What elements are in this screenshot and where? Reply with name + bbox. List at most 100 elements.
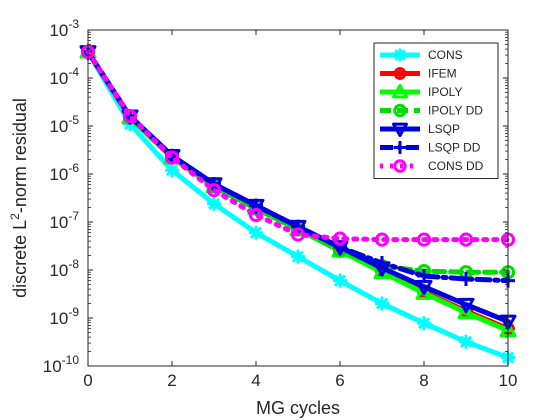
y-tick-label-base: 10 — [49, 165, 68, 184]
x-tick-label: 4 — [251, 371, 260, 390]
legend-label: IPOLY — [428, 85, 462, 99]
data-point-cons-dd — [416, 232, 432, 247]
y-tick-label-exponent: -8 — [68, 257, 79, 271]
marker-stroke — [290, 227, 306, 242]
marker-stroke — [457, 304, 475, 320]
data-point-cons-dd — [248, 207, 264, 223]
y-tick-label: 10-4 — [49, 65, 79, 88]
legend-item-cons: CONS — [380, 48, 463, 62]
marker-stroke — [206, 183, 222, 198]
marker-stroke — [291, 250, 305, 263]
y-tick-label-exponent: -3 — [68, 17, 79, 31]
marker-stroke — [393, 103, 407, 118]
data-point-cons — [375, 296, 389, 311]
y-tick-label-exponent: -7 — [68, 209, 79, 223]
marker-stroke — [207, 197, 221, 210]
legend-marker — [393, 103, 407, 118]
marker-stroke — [164, 150, 180, 165]
series-layer — [79, 43, 517, 365]
legend-label: LSQP — [428, 122, 460, 136]
x-tick-label: 10 — [499, 371, 518, 390]
data-point-cons — [333, 273, 347, 288]
marker-stroke — [392, 84, 408, 99]
marker-stroke — [333, 274, 347, 287]
legend-label: IFEM — [428, 67, 457, 81]
x-axis-label: MG cycles — [256, 398, 340, 418]
y-tick-label: 10-9 — [49, 305, 79, 328]
y-axis-label: discrete L2-norm residual — [8, 98, 30, 298]
y-tick-label-exponent: -10 — [62, 353, 80, 367]
marker-stroke — [457, 297, 475, 314]
legend-marker — [392, 84, 408, 99]
legend-item-ipoly: IPOLY — [380, 84, 462, 99]
data-point-lsqp — [457, 297, 475, 314]
marker-stroke — [332, 231, 348, 246]
y-tick-label-exponent: -9 — [68, 305, 79, 319]
y-tick-label-base: 10 — [43, 357, 62, 376]
y-tick-label: 10-5 — [49, 113, 79, 136]
y-tick-label-base: 10 — [49, 117, 68, 136]
x-tick-label: 0 — [83, 371, 92, 390]
data-point-cons-dd — [458, 232, 474, 247]
y-tick-label-exponent: -5 — [68, 113, 79, 127]
y-tick-label: 10-6 — [49, 161, 79, 184]
y-tick-label-base: 10 — [49, 309, 68, 328]
y-tick-label-base: 10 — [49, 69, 68, 88]
data-point-cons — [459, 334, 473, 349]
data-point-cons — [291, 249, 305, 264]
y-tick-label: 10-8 — [49, 257, 79, 280]
data-point-cons-dd — [374, 232, 390, 247]
data-point-cons-dd — [164, 150, 180, 165]
data-point-cons — [249, 225, 263, 240]
marker-stroke — [393, 159, 407, 173]
data-point-cons-dd — [332, 231, 348, 246]
marker-stroke — [394, 49, 406, 61]
x-tick-label: 8 — [419, 371, 428, 390]
data-point-cons — [207, 196, 221, 211]
legend-label: CONS — [428, 48, 463, 62]
data-point-ipoly — [415, 284, 433, 300]
y-axis-label-suffix: -norm residual — [10, 98, 30, 213]
y-axis-label-superscript: 2 — [8, 213, 22, 220]
legend-item-ifem: IFEM — [380, 67, 457, 81]
y-tick-label-base: 10 — [49, 261, 68, 280]
data-point-lsqp-dd — [417, 268, 431, 283]
marker-stroke — [417, 317, 431, 330]
y-tick-label: 10-10 — [43, 353, 80, 376]
data-point-cons-dd — [206, 183, 222, 198]
legend-label: LSQP DD — [428, 141, 481, 155]
series-line-cons-dd — [85, 49, 511, 243]
legend: CONS IFEM IPOLY IPOLY DD LSQP LSQP DD CONS DD — [373, 42, 499, 179]
data-point-lsqp-dd — [459, 271, 473, 286]
marker-stroke — [374, 232, 390, 247]
data-point-lsqp-dd — [375, 255, 389, 270]
marker-stroke — [415, 284, 433, 300]
data-point-cons — [165, 163, 179, 178]
data-point-cons-dd — [290, 227, 306, 242]
marker-stroke — [458, 232, 474, 247]
legend-marker — [393, 141, 407, 154]
marker-stroke — [122, 109, 138, 124]
axes-box — [87, 29, 509, 367]
marker-stroke — [165, 164, 179, 177]
marker-stroke — [375, 297, 389, 310]
legend-item-lsqp: LSQP — [380, 122, 460, 137]
y-tick-label: 10-7 — [49, 209, 79, 232]
data-point-cons — [417, 316, 431, 331]
y-tick-label-base: 10 — [49, 213, 68, 232]
marker-stroke — [249, 226, 263, 239]
marker-stroke — [392, 122, 408, 137]
legend-marker — [393, 67, 407, 80]
legend-label: IPOLY DD — [428, 104, 483, 118]
legend-label: CONS DD — [428, 159, 484, 173]
data-point-lsqp-dd — [291, 219, 305, 234]
y-tick-label-exponent: -6 — [68, 161, 79, 175]
y-tick-label-exponent: -4 — [68, 65, 79, 79]
legend-item-cons-dd: CONS DD — [380, 159, 484, 173]
legend-item-lsqp-dd: LSQP DD — [380, 141, 481, 155]
x-tick-label: 2 — [167, 371, 176, 390]
legend-item-ipoly-dd: IPOLY DD — [380, 104, 483, 118]
y-tick-label-base: 10 — [49, 21, 68, 40]
